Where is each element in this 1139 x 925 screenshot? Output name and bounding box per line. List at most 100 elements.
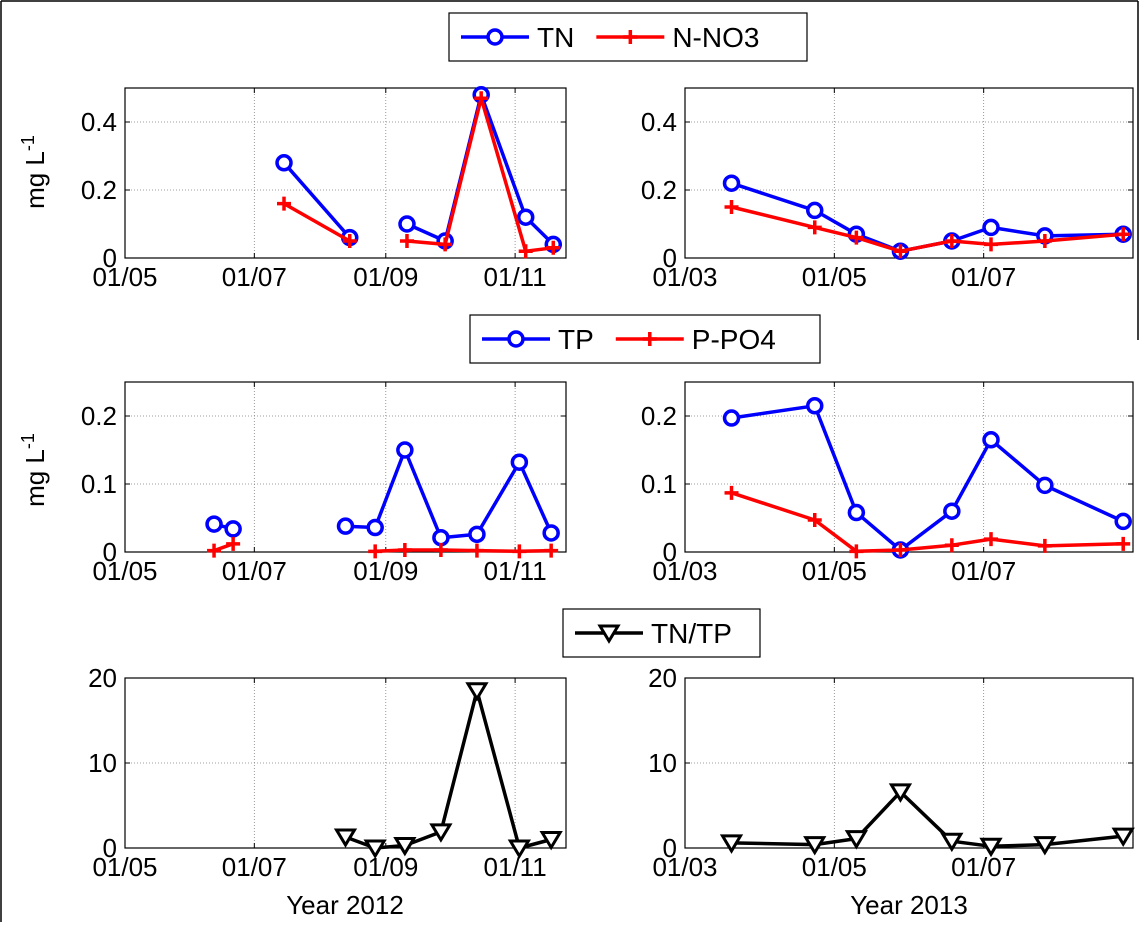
- data-point-tn-tp: [888, 783, 913, 803]
- data-point-tn: [398, 215, 416, 233]
- data-point-p-po4: [893, 542, 908, 557]
- data-point-tn-tp: [1111, 827, 1135, 848]
- x-tick-label: 01/07: [222, 852, 287, 882]
- data-point-tn-tp: [465, 682, 489, 702]
- series-line-tn: [282, 161, 352, 239]
- plot-area: [685, 88, 1133, 258]
- data-point-p-po4: [544, 543, 559, 558]
- data-point-p-po4: [512, 544, 527, 559]
- legend-marker-p-po4: [642, 332, 657, 346]
- y-tick-label: 0.1: [641, 469, 677, 499]
- legend-label-p-po4: P-PO4: [692, 324, 776, 355]
- x-tick-label: 01/07: [951, 556, 1016, 586]
- x-tick-label: 01/03: [652, 852, 717, 882]
- data-point-tn-tp: [393, 836, 417, 857]
- data-point-n-no3: [474, 91, 489, 106]
- x-tick-label: 01/11: [484, 262, 547, 292]
- x-tick-label: 01/07: [951, 262, 1016, 292]
- x-tick-label: 01/05: [802, 262, 867, 292]
- data-point-p-po4: [1116, 536, 1131, 551]
- data-point-tp: [943, 502, 961, 520]
- y-tick-label: 0: [663, 537, 677, 567]
- data-point-tn-tp: [719, 834, 744, 854]
- data-point-tn-tp: [507, 839, 532, 859]
- data-point-n-no3: [546, 240, 561, 255]
- data-point-tp: [510, 453, 529, 471]
- data-point-n-no3: [984, 237, 999, 252]
- data-point-n-no3: [1116, 227, 1131, 242]
- y-axis-label: mg L-1: [18, 135, 50, 209]
- y-tick-label: 0.2: [641, 175, 677, 205]
- x-tick-label: 01/03: [652, 556, 717, 586]
- data-point-p-po4: [944, 538, 959, 553]
- axes-box: [124, 381, 567, 553]
- data-point-n-no3: [849, 230, 864, 245]
- series-line-n-no3: [283, 202, 351, 243]
- y-axis-label: mg L-1: [18, 433, 50, 507]
- data-point-tn-tp: [803, 836, 827, 856]
- chart-panel-tn-2012: 01/05 01/07 01/09 01/11 0 0.2 0.4: [81, 86, 567, 292]
- y-axis-label-superscript: -1: [18, 135, 38, 151]
- legend-3: TN/TP: [562, 608, 761, 658]
- axes-box: [684, 87, 1134, 259]
- data-point-n-no3: [807, 220, 822, 235]
- x-tick-label: 01/09: [353, 556, 418, 586]
- x-tick-label: 01/11: [484, 556, 547, 586]
- legend-label-n-no3: N-NO3: [672, 22, 759, 53]
- data-point-tp: [1036, 476, 1054, 495]
- axes-box: [684, 381, 1134, 553]
- plot-area: [125, 88, 566, 258]
- data-point-tp: [468, 525, 486, 544]
- data-point-tp: [432, 528, 450, 547]
- y-tick-label: 0.4: [641, 107, 677, 137]
- data-point-n-no3: [518, 244, 533, 259]
- legend-marker-n-no3: [623, 30, 638, 44]
- data-point-n-no3: [399, 234, 414, 248]
- data-point-p-po4: [849, 544, 864, 559]
- data-point-tp: [205, 515, 223, 533]
- plot-area: [685, 678, 1133, 848]
- data-point-tn-tp: [539, 831, 563, 851]
- series-line-tp: [731, 404, 1124, 552]
- x-tick-label: 01/05: [92, 852, 157, 882]
- y-tick-label: 0: [663, 243, 677, 273]
- axes-box: [124, 87, 567, 259]
- chart-panel-tp-2012: 01/05 01/07 01/09 01/11 0 0.1 0.2: [81, 381, 567, 586]
- x-axis-label-2012: Year 2012: [286, 890, 404, 920]
- y-tick-label: 0.1: [81, 469, 117, 499]
- plot-area: [125, 678, 566, 848]
- data-point-p-po4: [207, 543, 222, 558]
- y-tick-label: 10: [88, 748, 117, 778]
- y-tick-label: 0.2: [81, 175, 117, 205]
- data-point-tp: [847, 503, 866, 522]
- x-axis-label-2013: Year 2013: [850, 890, 968, 920]
- data-point-tn-tp: [1033, 836, 1057, 856]
- data-point-p-po4: [226, 536, 241, 551]
- data-point-p-po4: [397, 542, 412, 557]
- legend-1: TN N-NO3: [448, 12, 808, 62]
- x-tick-label: 01/07: [222, 262, 287, 292]
- data-point-n-no3: [944, 234, 959, 248]
- data-point-n-no3: [438, 237, 453, 252]
- data-point-tn-tp: [333, 828, 358, 848]
- data-point-n-no3: [724, 200, 739, 214]
- y-tick-label: 10: [648, 748, 677, 778]
- y-tick-label: 0.4: [81, 107, 117, 137]
- chart-panel-ratio-2012: 01/05 01/07 01/09 01/11 0 10 20: [88, 663, 567, 882]
- legend-label-tn-tp: TN/TP: [651, 618, 732, 649]
- data-point-tn-tp: [979, 837, 1003, 858]
- data-point-tn: [275, 154, 293, 172]
- legend-marker-tn-tp: [597, 624, 621, 644]
- x-tick-label: 01/11: [484, 852, 547, 882]
- chart-panel-tn-2013: 01/03 01/05 01/07 0 0.2 0.4: [641, 87, 1134, 292]
- data-point-tn: [516, 208, 535, 226]
- data-point-tn-tp: [940, 832, 964, 853]
- data-point-tn: [722, 174, 741, 192]
- x-tick-label: 01/05: [802, 556, 867, 586]
- x-tick-label: 01/05: [802, 852, 867, 882]
- data-point-tp: [542, 524, 560, 542]
- data-point-tn: [805, 201, 824, 220]
- legend-marker-tp: [507, 330, 525, 348]
- x-tick-label: 01/05: [92, 262, 157, 292]
- data-point-p-po4: [984, 532, 999, 547]
